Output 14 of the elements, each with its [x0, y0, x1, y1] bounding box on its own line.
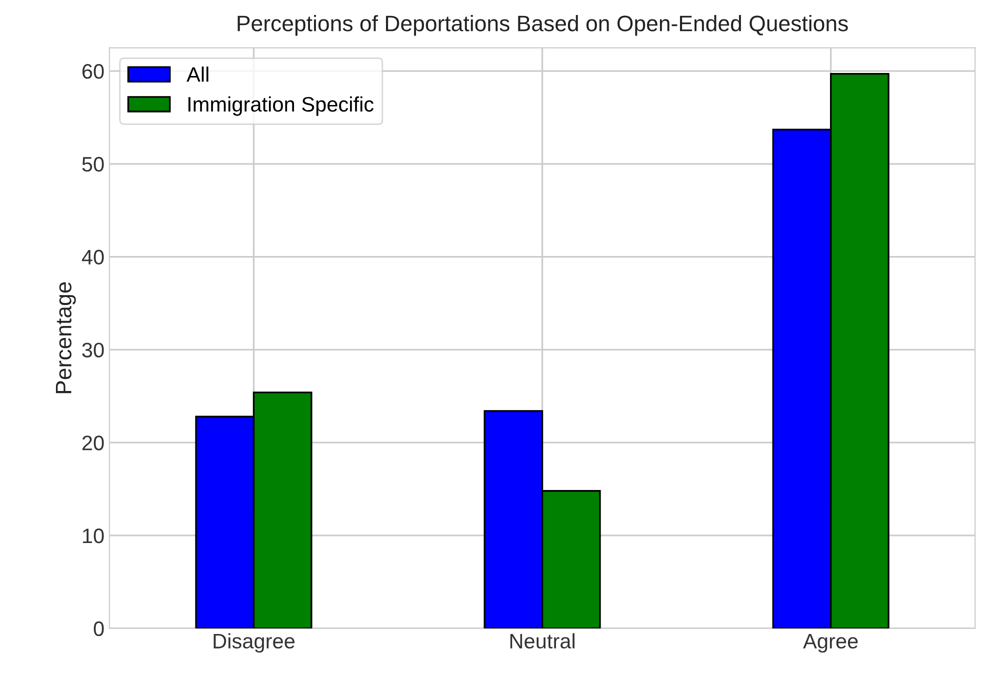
- y-tick-label: 40: [82, 250, 104, 265]
- legend-label: Immigration Specific: [188, 96, 374, 116]
- x-tick-label: Neutral: [510, 633, 574, 649]
- legend-label: All: [186, 66, 208, 82]
- y-tick-label: 20: [82, 436, 104, 450]
- chart-title: Perceptions of Deportations Based on Open-Ended Questions: [238, 15, 848, 36]
- y-tick-label: 30: [82, 342, 104, 358]
- y-tick-label: 0: [94, 621, 104, 636]
- y-tick-label: 50: [82, 156, 104, 172]
- x-tick-label: Disagree: [214, 633, 294, 653]
- y-tick-label: 60: [82, 64, 104, 79]
- y-tick-label: 10: [83, 528, 104, 544]
- y-axis-title: Percentage: [56, 282, 76, 394]
- x-tick-label: Agree: [803, 634, 858, 653]
